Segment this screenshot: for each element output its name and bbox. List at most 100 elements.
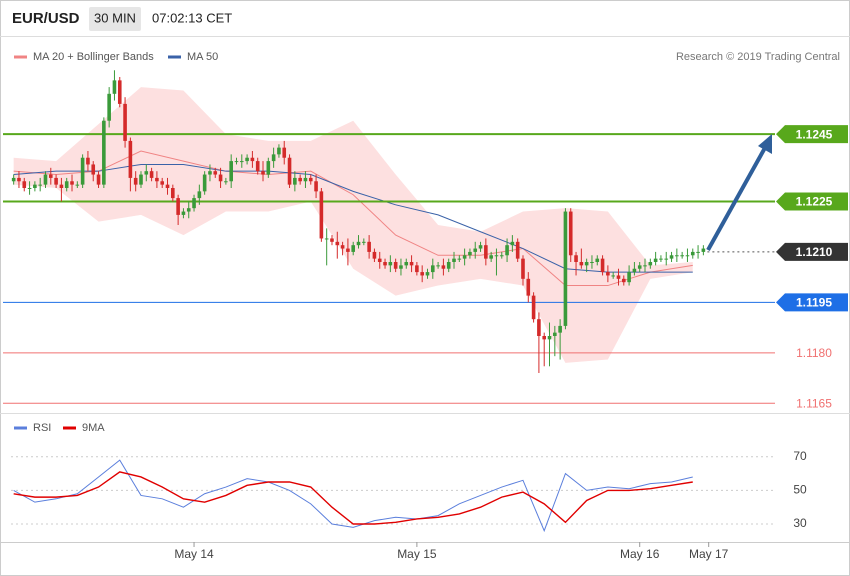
candle-body: [160, 181, 165, 185]
candle-body: [229, 161, 233, 182]
candle-body: [165, 184, 170, 188]
candle-body: [144, 171, 149, 175]
x-tick-label: May 15: [397, 547, 437, 561]
candle-body: [430, 265, 435, 273]
candle-body: [579, 262, 584, 266]
candle-body: [271, 154, 276, 162]
candle-body: [659, 258, 663, 260]
legend-label: RSI: [33, 422, 51, 434]
candle-body: [261, 171, 265, 175]
candle-body: [70, 181, 74, 185]
candle-body: [563, 211, 568, 326]
candle-body: [404, 262, 409, 266]
credit: Research © 2019 Trading Central: [676, 51, 840, 63]
level-box: [776, 242, 848, 261]
candle-body: [584, 262, 589, 266]
candle-body: [356, 241, 361, 246]
candle-body: [446, 262, 451, 269]
candle-body: [277, 147, 281, 155]
level-label: 1.1195: [796, 296, 832, 310]
candle-body: [314, 181, 318, 192]
candle-body: [351, 245, 356, 252]
candle-body: [112, 80, 117, 94]
candle-body: [17, 177, 21, 182]
interval: 30 MIN: [94, 10, 136, 25]
candle-body: [542, 336, 547, 340]
level-label: 1.1165: [796, 396, 832, 410]
level-label: 1.1210: [796, 245, 833, 259]
price-panel: MA 20 + Bollinger Bands MA 50 1.1245 1.1225…: [3, 51, 848, 410]
candle-body: [685, 255, 690, 257]
candle-body: [324, 238, 329, 240]
candle-body: [600, 258, 605, 273]
candle-body: [420, 272, 424, 276]
ma-line: [13, 163, 693, 273]
candle-body: [181, 211, 186, 215]
candle-body: [473, 248, 478, 252]
candle-body: [123, 103, 127, 141]
candle-body: [643, 265, 647, 267]
candle-body: [574, 255, 578, 262]
x-tick-label: May 17: [689, 547, 729, 561]
candle-body: [298, 177, 302, 182]
candle-body: [526, 278, 531, 296]
candle-body: [117, 80, 122, 104]
forecast-arrow-head: [758, 134, 772, 154]
candle-body: [367, 241, 371, 252]
candle-body: [27, 188, 32, 189]
candle-body: [319, 191, 324, 239]
level-box: [776, 293, 848, 312]
candle-body: [558, 325, 562, 333]
candle-body: [102, 120, 106, 185]
candle-body: [680, 255, 684, 257]
forecast-arrow: [706, 145, 768, 251]
candle-body: [282, 147, 287, 158]
candle-body: [340, 245, 345, 249]
candle-body: [701, 248, 706, 252]
candle-body: [377, 258, 382, 262]
candle-body: [303, 177, 308, 182]
candle-body: [537, 319, 541, 336]
level-label: 1.1225: [796, 195, 833, 209]
candle-body: [632, 268, 637, 273]
y-tick-label: 70: [793, 449, 807, 463]
level-box: [776, 125, 848, 144]
candle-body: [547, 336, 552, 340]
candle-body: [96, 174, 101, 185]
candle-body: [22, 181, 27, 188]
candle-body: [621, 278, 626, 283]
bollinger-band: [13, 87, 693, 363]
time: 07:02:13 CET: [152, 10, 232, 25]
candle-body: [202, 174, 207, 192]
candle-body: [452, 258, 456, 262]
candle-body: [553, 332, 557, 336]
symbol: EUR/USD: [12, 10, 80, 27]
rsi-line: [13, 471, 693, 525]
candle-body: [139, 174, 143, 185]
y-tick-label: 30: [793, 516, 807, 530]
candle-body: [409, 262, 414, 266]
interval-box: [89, 7, 141, 31]
y-tick-label: 50: [793, 483, 807, 497]
candle-body: [383, 262, 387, 266]
level-label: 1.1245: [796, 127, 833, 141]
candle-body: [224, 181, 228, 183]
candle-body: [664, 258, 669, 260]
candle-body: [155, 177, 159, 182]
candle-body: [293, 177, 297, 185]
candle-body: [245, 157, 249, 162]
candle-body: [521, 258, 525, 279]
level-label: 1.1180: [796, 346, 832, 360]
candle-body: [505, 245, 509, 256]
candle-body: [330, 238, 334, 242]
candle-body: [75, 184, 80, 186]
candle-body: [11, 177, 16, 182]
candle-body: [218, 174, 223, 182]
candle-body: [176, 198, 180, 215]
candle-body: [149, 171, 154, 178]
rsi-line: [13, 459, 693, 533]
candle-body: [696, 251, 700, 253]
candle-body: [128, 140, 133, 178]
candle-body: [531, 295, 536, 320]
